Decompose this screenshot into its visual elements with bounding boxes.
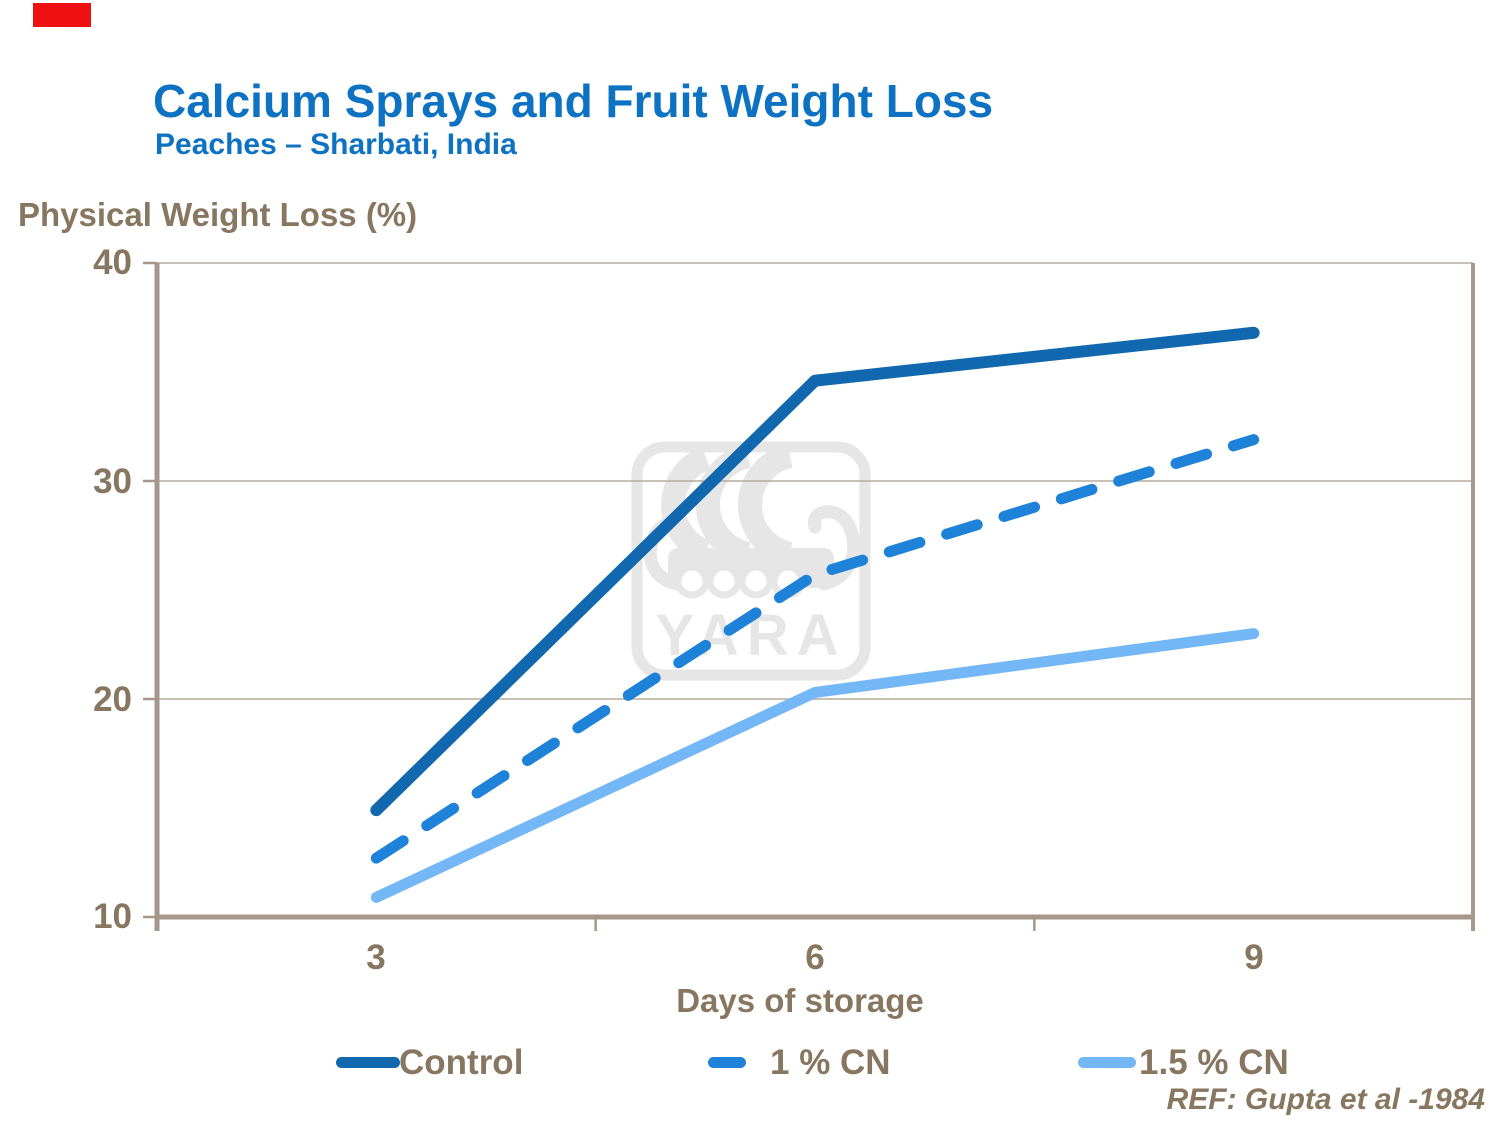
series-line-0 <box>370 326 1260 817</box>
gridlines <box>143 261 1475 931</box>
sail-icon <box>661 446 711 564</box>
legend-label-1pct-cn: 1 % CN <box>770 1043 891 1082</box>
chart-title: Calcium Sprays and Fruit Weight Loss <box>153 75 994 127</box>
series-lines <box>370 326 1260 903</box>
x-tick-label: 3 <box>366 938 386 977</box>
legend-swatch-0 <box>336 1057 400 1068</box>
reference-note: REF: Gupta et al -1984 <box>1166 1083 1485 1116</box>
shield-icon <box>706 563 742 599</box>
shield-icon <box>738 563 774 599</box>
chart-subtitle: Peaches – Sharbati, India <box>155 128 517 161</box>
y-tick-label: 30 <box>93 462 132 501</box>
x-tick-label: 6 <box>805 938 825 977</box>
y-tick-label: 20 <box>93 680 132 719</box>
y-tick-label: 40 <box>93 243 132 282</box>
sail-icon <box>737 444 793 566</box>
y-axis-title: Physical Weight Loss (%) <box>18 196 418 233</box>
red-marker <box>33 3 91 27</box>
axes <box>154 263 1475 931</box>
legend-label-1-5pct-cn: 1.5 % CN <box>1139 1043 1289 1082</box>
x-tick-label: 9 <box>1244 938 1264 977</box>
shield-icon <box>674 563 710 599</box>
y-tick-label: 10 <box>93 897 132 936</box>
legend-label-control: Control <box>399 1043 524 1082</box>
series-line-2 <box>370 628 1260 903</box>
x-axis-title: Days of storage <box>676 982 924 1019</box>
legend-swatch-1 <box>708 1057 746 1068</box>
legend-swatch-2 <box>1078 1057 1136 1068</box>
